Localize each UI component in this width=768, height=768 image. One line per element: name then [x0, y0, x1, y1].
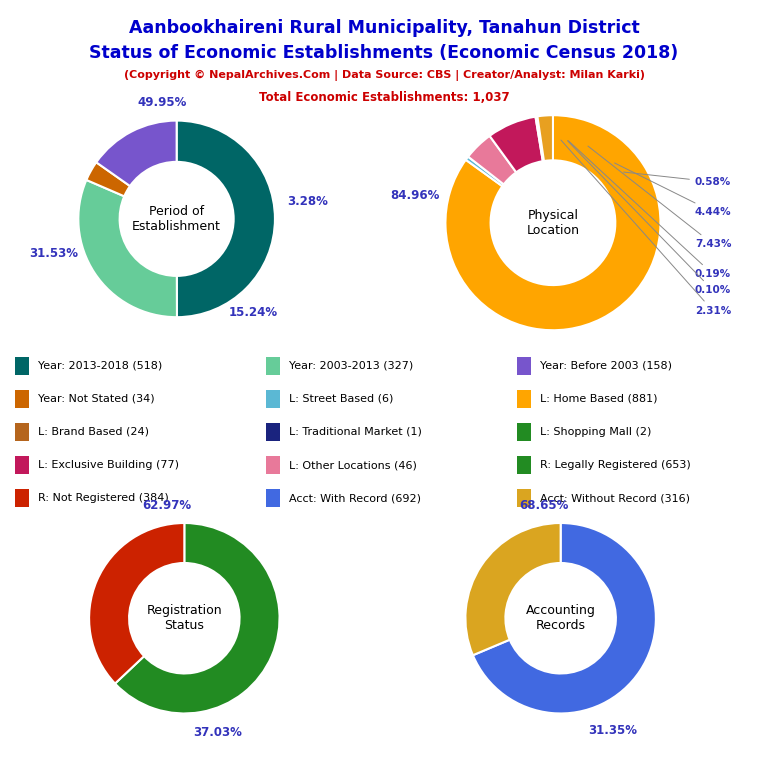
- Text: L: Brand Based (24): L: Brand Based (24): [38, 427, 149, 437]
- Wedge shape: [465, 523, 561, 655]
- Text: (Copyright © NepalArchives.Com | Data Source: CBS | Creator/Analyst: Milan Karki: (Copyright © NepalArchives.Com | Data So…: [124, 70, 644, 81]
- Bar: [517, 489, 531, 507]
- Bar: [15, 456, 28, 474]
- Text: L: Other Locations (46): L: Other Locations (46): [289, 460, 416, 470]
- Text: 0.10%: 0.10%: [568, 141, 731, 296]
- Text: 37.03%: 37.03%: [194, 726, 242, 739]
- Text: 0.58%: 0.58%: [624, 172, 731, 187]
- Text: Physical
Location: Physical Location: [526, 209, 580, 237]
- Text: 31.53%: 31.53%: [29, 247, 78, 260]
- Bar: [15, 390, 28, 408]
- Text: Year: 2003-2013 (327): Year: 2003-2013 (327): [289, 361, 413, 371]
- Wedge shape: [537, 116, 544, 161]
- Wedge shape: [89, 523, 184, 684]
- Bar: [517, 357, 531, 375]
- Text: L: Street Based (6): L: Street Based (6): [289, 394, 393, 404]
- Text: 15.24%: 15.24%: [229, 306, 278, 319]
- Text: 4.44%: 4.44%: [614, 163, 731, 217]
- Text: 62.97%: 62.97%: [143, 499, 192, 512]
- Bar: [266, 489, 280, 507]
- Text: Acct: With Record (692): Acct: With Record (692): [289, 493, 421, 503]
- Wedge shape: [115, 523, 280, 713]
- Text: Accounting
Records: Accounting Records: [526, 604, 595, 632]
- Bar: [15, 489, 28, 507]
- Text: Aanbookhaireni Rural Municipality, Tanahun District: Aanbookhaireni Rural Municipality, Tanah…: [128, 19, 640, 37]
- Text: R: Legally Registered (653): R: Legally Registered (653): [540, 460, 690, 470]
- Wedge shape: [490, 117, 543, 172]
- Wedge shape: [535, 117, 544, 161]
- Wedge shape: [445, 115, 660, 330]
- Text: Status of Economic Establishments (Economic Census 2018): Status of Economic Establishments (Econo…: [89, 44, 679, 61]
- Bar: [266, 390, 280, 408]
- Bar: [15, 423, 28, 441]
- Text: L: Shopping Mall (2): L: Shopping Mall (2): [540, 427, 651, 437]
- Bar: [517, 390, 531, 408]
- Bar: [15, 357, 28, 375]
- Bar: [266, 456, 280, 474]
- Wedge shape: [86, 162, 130, 197]
- Bar: [266, 423, 280, 441]
- Wedge shape: [538, 115, 553, 161]
- Text: Year: Not Stated (34): Year: Not Stated (34): [38, 394, 154, 404]
- Wedge shape: [177, 121, 275, 317]
- Text: 3.28%: 3.28%: [286, 194, 328, 207]
- Text: Registration
Status: Registration Status: [147, 604, 222, 632]
- Text: Year: Before 2003 (158): Year: Before 2003 (158): [540, 361, 671, 371]
- Wedge shape: [473, 523, 656, 713]
- Text: Year: 2013-2018 (518): Year: 2013-2018 (518): [38, 361, 162, 371]
- Text: 49.95%: 49.95%: [137, 96, 187, 109]
- Text: 0.19%: 0.19%: [568, 141, 731, 280]
- Wedge shape: [78, 180, 177, 317]
- Text: 68.65%: 68.65%: [519, 499, 568, 512]
- Text: 2.31%: 2.31%: [561, 140, 731, 316]
- Bar: [266, 357, 280, 375]
- Text: 31.35%: 31.35%: [588, 724, 637, 737]
- Bar: [517, 456, 531, 474]
- Text: Acct: Without Record (316): Acct: Without Record (316): [540, 493, 690, 503]
- Text: R: Not Registered (384): R: Not Registered (384): [38, 493, 168, 503]
- Wedge shape: [465, 157, 504, 186]
- Text: 7.43%: 7.43%: [588, 146, 731, 250]
- Text: Period of
Establishment: Period of Establishment: [132, 205, 221, 233]
- Wedge shape: [96, 121, 177, 186]
- Text: L: Home Based (881): L: Home Based (881): [540, 394, 657, 404]
- Bar: [517, 423, 531, 441]
- Text: L: Traditional Market (1): L: Traditional Market (1): [289, 427, 422, 437]
- Wedge shape: [468, 136, 516, 184]
- Text: L: Exclusive Building (77): L: Exclusive Building (77): [38, 460, 179, 470]
- Text: Total Economic Establishments: 1,037: Total Economic Establishments: 1,037: [259, 91, 509, 104]
- Text: 84.96%: 84.96%: [391, 190, 440, 202]
